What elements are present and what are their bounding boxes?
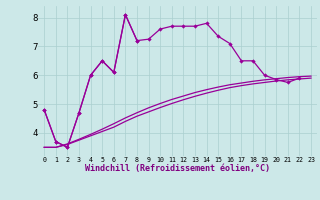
X-axis label: Windchill (Refroidissement éolien,°C): Windchill (Refroidissement éolien,°C) bbox=[85, 164, 270, 173]
